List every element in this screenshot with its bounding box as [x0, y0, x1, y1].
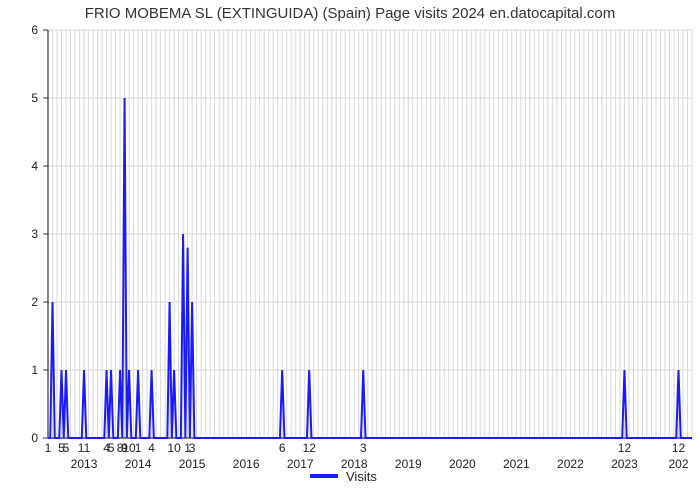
- svg-text:2017: 2017: [287, 457, 314, 471]
- svg-text:2022: 2022: [557, 457, 584, 471]
- legend-label: Visits: [346, 469, 377, 484]
- svg-text:3: 3: [189, 441, 196, 455]
- chart-title: FRIO MOBEMA SL (EXTINGUIDA) (Spain) Page…: [85, 5, 615, 22]
- y-axis-ticks: 0 1 2 3 4 5 6: [31, 23, 48, 445]
- svg-text:4: 4: [148, 441, 155, 455]
- svg-text:2013: 2013: [71, 457, 98, 471]
- svg-text:202: 202: [668, 457, 688, 471]
- svg-text:2020: 2020: [449, 457, 476, 471]
- visits-line: [48, 98, 692, 438]
- svg-text:2015: 2015: [179, 457, 206, 471]
- x-axis-year-ticks: 2013201420152016201720182019202020212022…: [71, 457, 689, 471]
- svg-text:5: 5: [108, 441, 115, 455]
- svg-text:2019: 2019: [395, 457, 422, 471]
- grid: [48, 30, 692, 438]
- legend: Visits: [310, 469, 377, 484]
- svg-text:4: 4: [31, 159, 38, 173]
- svg-text:12: 12: [672, 441, 686, 455]
- svg-text:5: 5: [31, 91, 38, 105]
- legend-swatch: [310, 474, 338, 478]
- svg-text:1: 1: [135, 441, 142, 455]
- svg-text:3: 3: [31, 227, 38, 241]
- svg-text:1: 1: [31, 363, 38, 377]
- svg-text:2014: 2014: [125, 457, 152, 471]
- svg-text:12: 12: [618, 441, 632, 455]
- svg-text:6: 6: [31, 23, 38, 37]
- svg-text:1: 1: [45, 441, 52, 455]
- svg-text:11: 11: [78, 441, 91, 455]
- svg-text:12: 12: [303, 441, 317, 455]
- x-axis-top-labels: 1551145891014101361231212: [45, 441, 686, 455]
- svg-text:5: 5: [63, 441, 70, 455]
- chart-container: { "chart": { "type": "line", "title": "F…: [0, 0, 700, 500]
- svg-text:10: 10: [167, 441, 181, 455]
- svg-text:2023: 2023: [611, 457, 638, 471]
- svg-text:2: 2: [31, 295, 38, 309]
- svg-text:2021: 2021: [503, 457, 530, 471]
- chart-svg: FRIO MOBEMA SL (EXTINGUIDA) (Spain) Page…: [0, 0, 700, 500]
- svg-text:2016: 2016: [233, 457, 260, 471]
- svg-text:0: 0: [31, 431, 38, 445]
- svg-text:3: 3: [360, 441, 367, 455]
- svg-text:6: 6: [279, 441, 286, 455]
